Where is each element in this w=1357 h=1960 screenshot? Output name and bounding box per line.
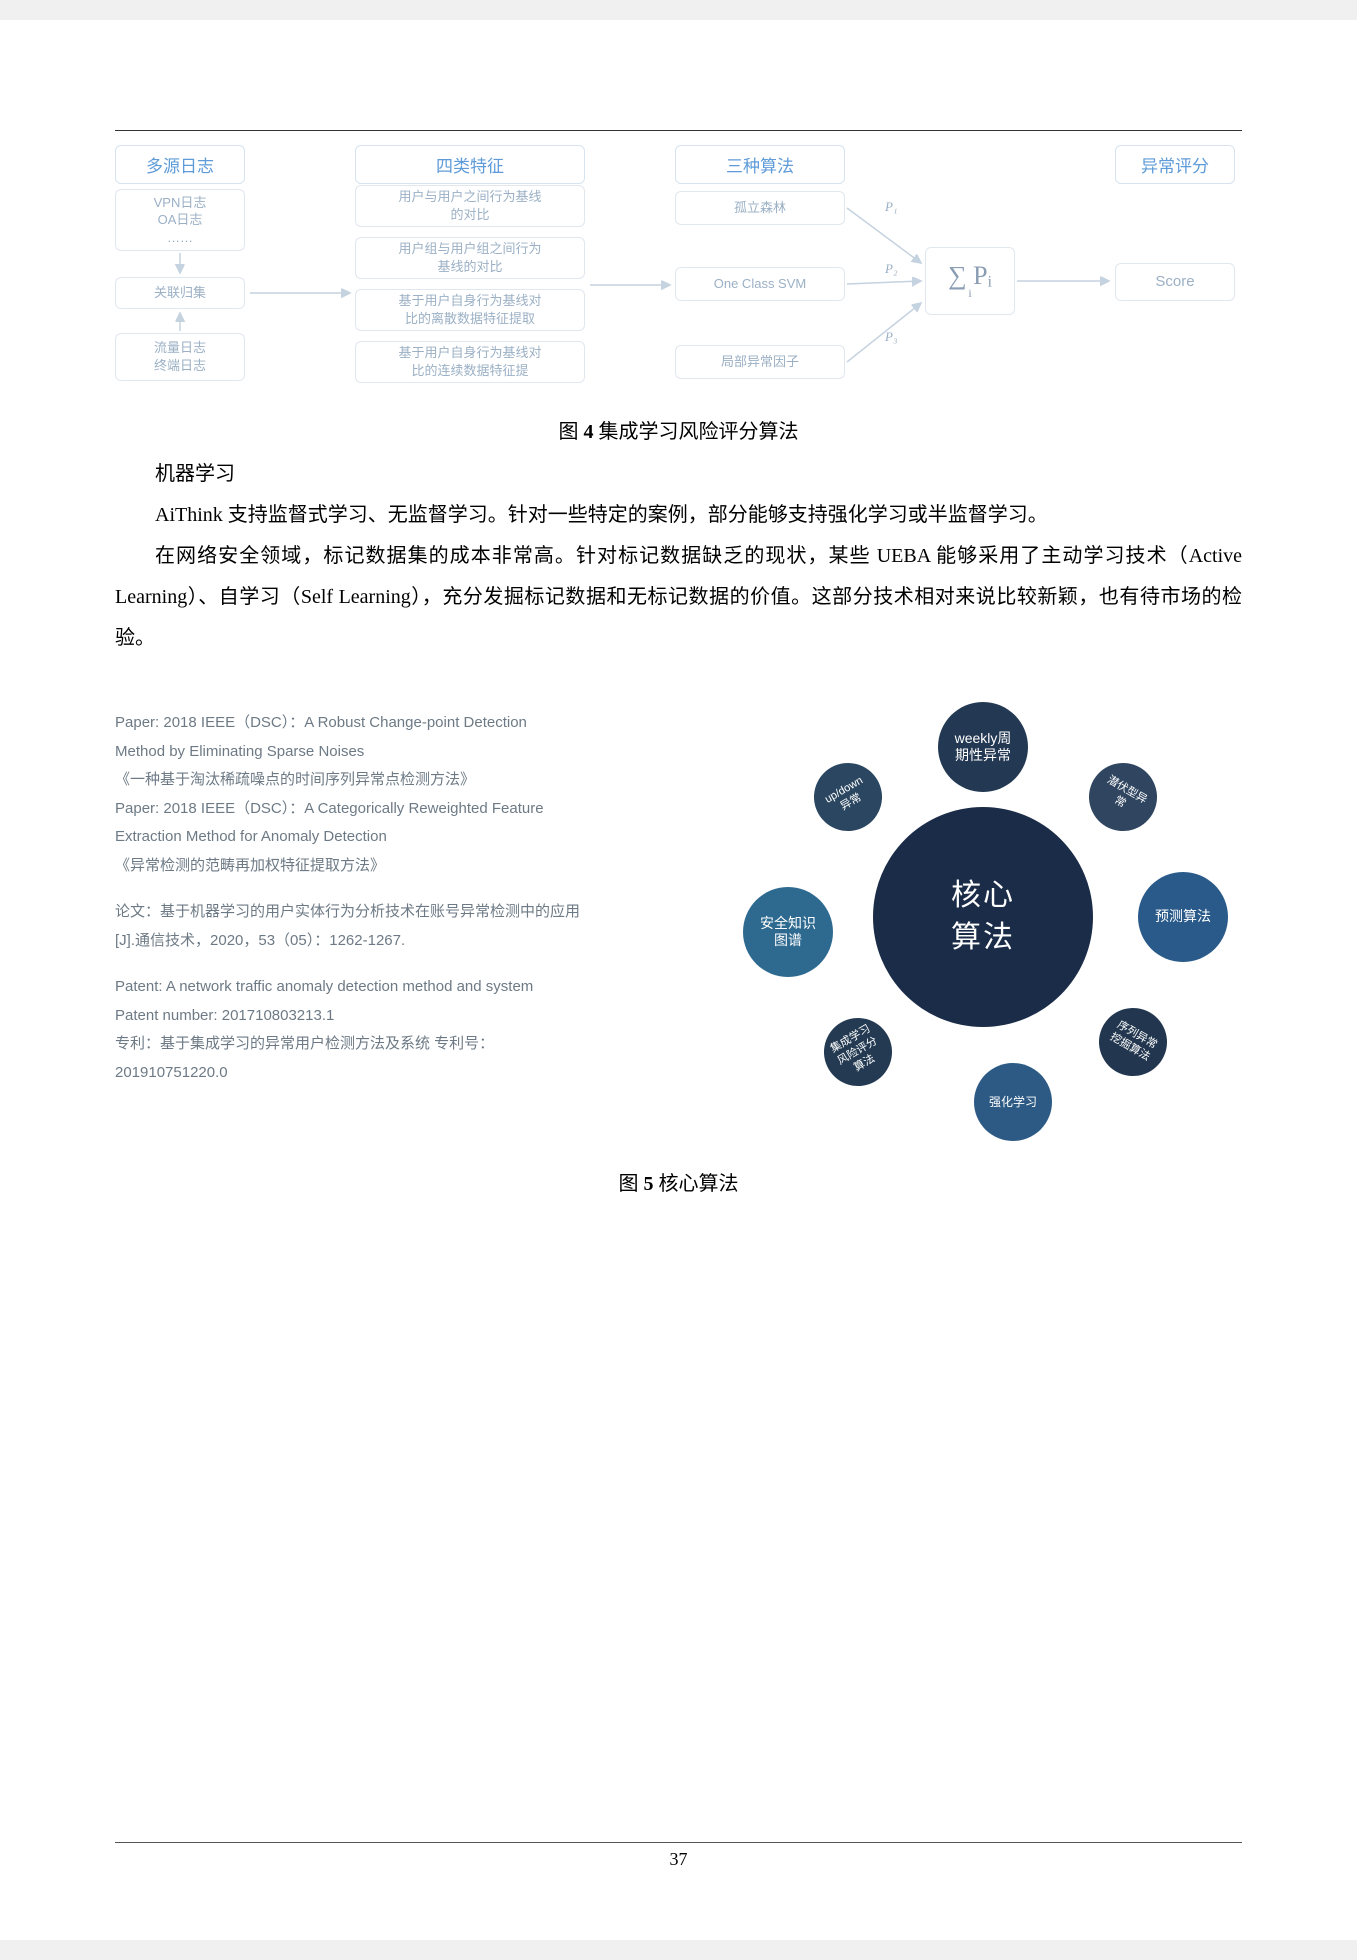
col1-box-2: 流量日志 终端日志 — [115, 333, 245, 381]
sigma-box: ∑ Pᵢ i — [925, 247, 1015, 315]
figure-5-diagram: 核心 算法 weekly周 期性异常潜伏型异 常预测算法序列异常 挖掘算法强化学… — [713, 687, 1242, 1147]
fig5-block-3: Patent: A network traffic anomaly detect… — [115, 973, 701, 1087]
col3-box-2: 局部异常因子 — [675, 345, 845, 379]
col3-box-1: One Class SVM — [675, 267, 845, 301]
petal-1: 潜伏型异 常 — [1077, 751, 1170, 844]
para-2: AiThink 支持监督式学习、无监督学习。针对一些特定的案例，部分能够支持强化… — [115, 495, 1242, 536]
col1-box-1: 关联归集 — [115, 277, 245, 309]
hub-circle: 核心 算法 — [873, 807, 1093, 1027]
petal-4: 强化学习 — [974, 1063, 1052, 1141]
col1-header: 多源日志 — [115, 145, 245, 184]
score-box: Score — [1115, 263, 1235, 301]
petal-0: weekly周 期性异常 — [938, 702, 1028, 792]
para-3: 在网络安全领域，标记数据集的成本非常高。针对标记数据缺乏的现状，某些 UEBA … — [115, 536, 1242, 659]
col4-header: 异常评分 — [1115, 145, 1235, 184]
figure-5-wrap: Paper: 2018 IEEE（DSC）：A Robust Change-po… — [115, 687, 1242, 1147]
figure-4-flowchart: 多源日志 四类特征 三种算法 异常评分 VPN日志 OA日志 …… 关联归集 流… — [115, 145, 1242, 405]
page-footer: 37 — [115, 1842, 1242, 1870]
para-1: 机器学习 — [115, 454, 1242, 495]
col2-box-1: 用户组与用户组之间行为 基线的对比 — [355, 237, 585, 279]
footer-rule — [115, 1842, 1242, 1843]
col2-header: 四类特征 — [355, 145, 585, 184]
col2-box-2: 基于用户自身行为基线对 比的离散数据特征提取 — [355, 289, 585, 331]
col3-header: 三种算法 — [675, 145, 845, 184]
p-label-3: P₃ — [885, 329, 897, 345]
petal-7: up/down 异常 — [802, 751, 895, 844]
figure-5-caption: 图 5 核心算法 — [115, 1167, 1242, 1196]
petal-3: 序列异常 挖掘算法 — [1087, 996, 1180, 1089]
col2-box-0: 用户与用户之间行为基线 的对比 — [355, 185, 585, 227]
page-number: 37 — [670, 1849, 688, 1869]
top-rule — [115, 130, 1242, 131]
fig5-block-1: Paper: 2018 IEEE（DSC）：A Robust Change-po… — [115, 709, 701, 880]
col2-box-3: 基于用户自身行为基线对 比的连续数据特征提 — [355, 341, 585, 383]
p-label-2: P₂ — [885, 261, 897, 277]
petal-6: 安全知识 图谱 — [743, 887, 833, 977]
col1-box-0: VPN日志 OA日志 …… — [115, 189, 245, 251]
col3-box-0: 孤立森林 — [675, 191, 845, 225]
figure-5-left-text: Paper: 2018 IEEE（DSC）：A Robust Change-po… — [115, 687, 701, 1147]
petal-5: 集成学习 风险评分 算法 — [812, 1006, 905, 1099]
page: 多源日志 四类特征 三种算法 异常评分 VPN日志 OA日志 …… 关联归集 流… — [0, 20, 1357, 1940]
p-label-1: P₁ — [885, 199, 897, 215]
figure-4-caption: 图 4 集成学习风险评分算法 — [115, 415, 1242, 444]
fig5-block-2: 论文：基于机器学习的用户实体行为分析技术在账号异常检测中的应用 [J].通信技术… — [115, 898, 701, 955]
petal-2: 预测算法 — [1138, 872, 1228, 962]
